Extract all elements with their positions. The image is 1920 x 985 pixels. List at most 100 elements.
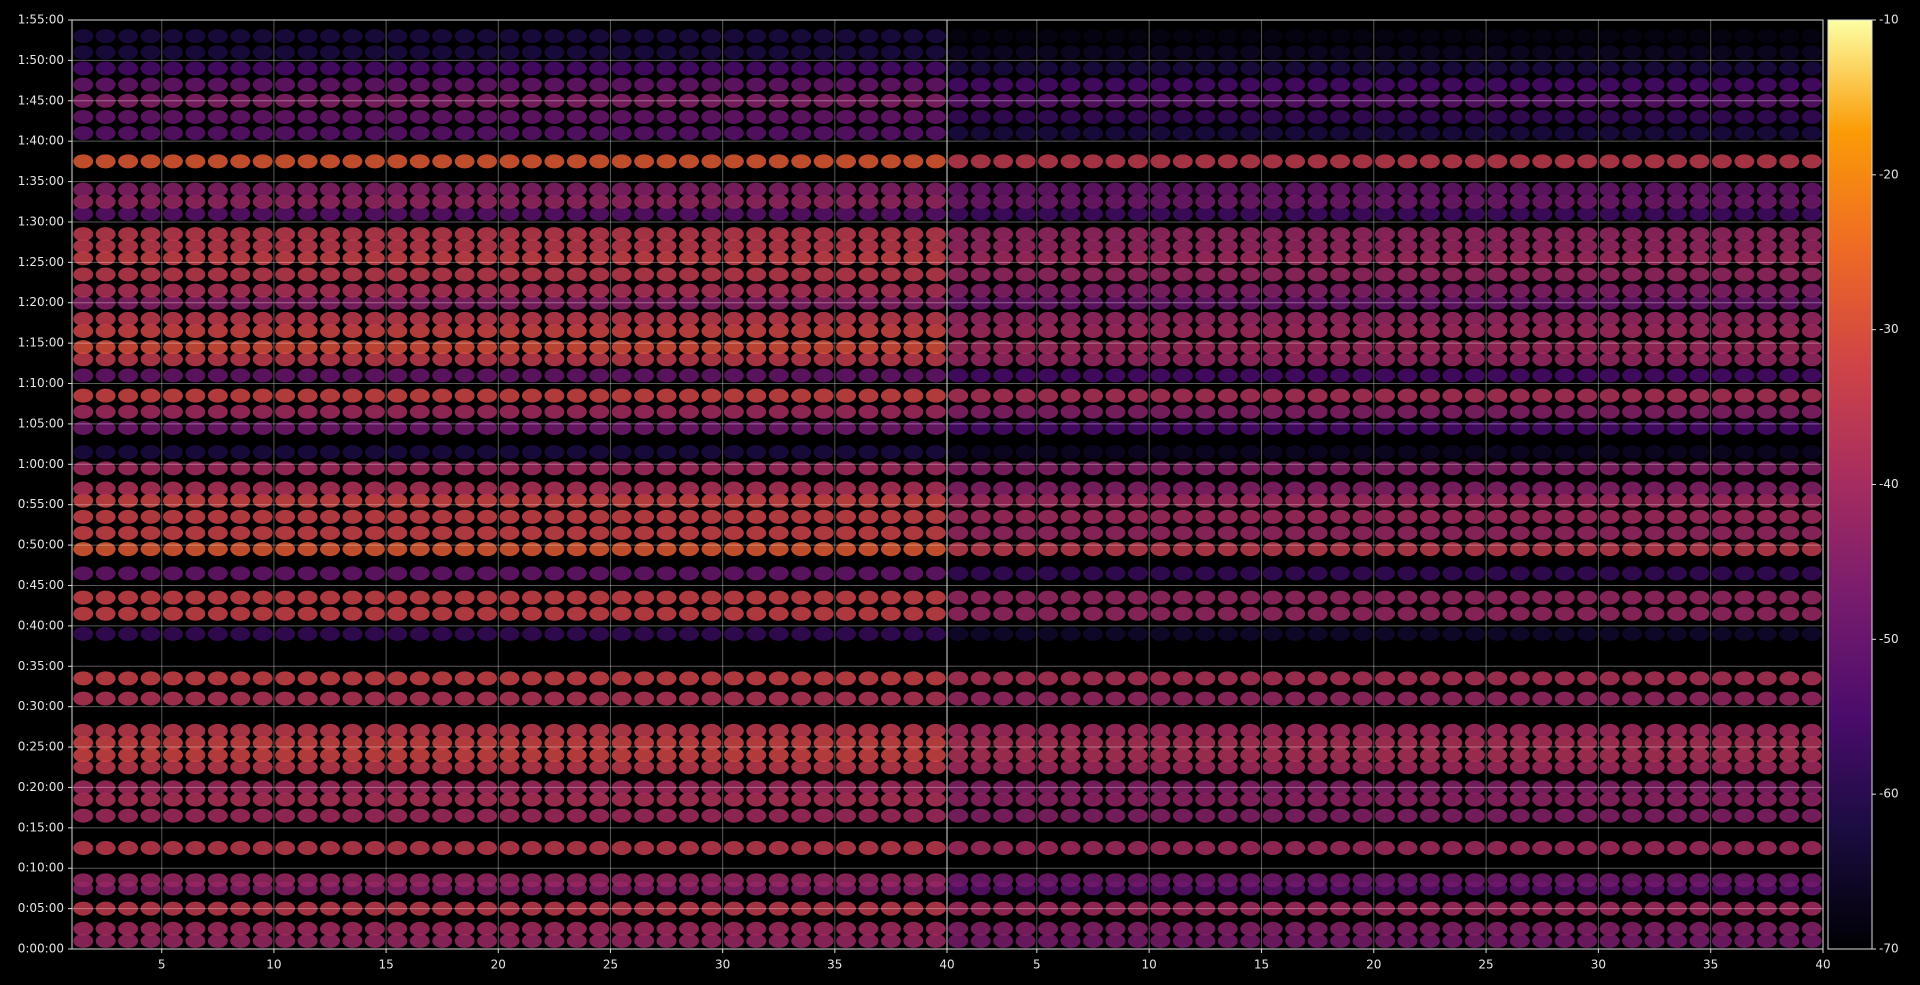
- cell: [1262, 295, 1283, 310]
- cell: [162, 566, 183, 581]
- cell: [1217, 461, 1238, 476]
- cell: [1105, 388, 1126, 403]
- cell: [1464, 933, 1485, 948]
- cell: [1105, 780, 1126, 795]
- cell: [1172, 873, 1193, 888]
- cell: [611, 691, 632, 706]
- cell: [499, 61, 520, 76]
- cell: [1442, 45, 1463, 60]
- cell: [1083, 227, 1103, 242]
- cell: [566, 388, 587, 403]
- cell: [1083, 368, 1103, 383]
- cell: [1577, 493, 1598, 508]
- cell: [1375, 792, 1395, 807]
- cell: [1487, 606, 1508, 621]
- cell: [1262, 873, 1283, 888]
- cell: [73, 481, 94, 496]
- cell: [1397, 311, 1418, 326]
- cell: [432, 227, 453, 242]
- cell: [611, 61, 632, 76]
- cell: [1779, 404, 1800, 419]
- cell: [409, 45, 430, 60]
- cell: [656, 748, 677, 763]
- cell: [723, 509, 744, 524]
- cell: [1734, 780, 1755, 795]
- cell: [1240, 873, 1261, 888]
- cell: [1060, 921, 1081, 936]
- cell: [1285, 324, 1306, 339]
- cell: [746, 566, 767, 581]
- cell: [880, 368, 901, 383]
- cell: [813, 227, 834, 242]
- cell: [1195, 481, 1216, 496]
- cell: [1172, 933, 1193, 948]
- cell: [432, 206, 453, 221]
- cell: [791, 736, 812, 751]
- cell: [656, 792, 677, 807]
- cell: [1779, 340, 1800, 355]
- cell: [1779, 61, 1800, 76]
- cell: [701, 251, 722, 266]
- cell: [1689, 841, 1710, 856]
- cell: [948, 481, 969, 496]
- cell: [1644, 206, 1665, 221]
- cell: [589, 404, 610, 419]
- cell: [1756, 324, 1777, 339]
- cell: [1442, 525, 1463, 540]
- cell: [1195, 626, 1216, 641]
- cell: [1599, 723, 1620, 738]
- cell: [118, 780, 139, 795]
- cell: [1262, 525, 1283, 540]
- y-tick-label: 1:40:00: [18, 134, 64, 148]
- cell: [948, 901, 969, 916]
- cell: [858, 445, 879, 460]
- cell: [1756, 493, 1777, 508]
- cell: [1756, 388, 1777, 403]
- cell: [275, 493, 296, 508]
- cell: [1419, 194, 1440, 209]
- cell: [1375, 61, 1395, 76]
- cell: [73, 691, 94, 706]
- cell: [723, 841, 744, 856]
- cell: [1487, 780, 1508, 795]
- cell: [1532, 420, 1553, 435]
- cell: [970, 542, 991, 557]
- cell: [1509, 901, 1530, 916]
- cell: [1487, 626, 1508, 641]
- cell: [1352, 77, 1373, 92]
- cell: [521, 566, 542, 581]
- cell: [1599, 493, 1620, 508]
- cell: [499, 933, 520, 948]
- cell: [813, 808, 834, 823]
- cell: [297, 481, 318, 496]
- cell: [813, 901, 834, 916]
- cell: [387, 352, 408, 367]
- cell: [297, 461, 318, 476]
- cell: [275, 206, 296, 221]
- cell: [207, 525, 228, 540]
- cell: [836, 760, 857, 775]
- cell: [948, 445, 969, 460]
- cell: [1487, 933, 1508, 948]
- cell: [1217, 723, 1238, 738]
- cell: [409, 324, 430, 339]
- cell: [1554, 283, 1575, 298]
- cell: [454, 420, 475, 435]
- cell: [970, 509, 991, 524]
- cell: [566, 340, 587, 355]
- cell: [1352, 324, 1373, 339]
- cell: [1622, 566, 1643, 581]
- cell: [1397, 691, 1418, 706]
- cell: [1442, 251, 1463, 266]
- cell: [903, 626, 924, 641]
- cell: [1285, 29, 1306, 44]
- cell: [1285, 748, 1306, 763]
- cell: [230, 267, 251, 282]
- cell: [1217, 206, 1238, 221]
- cell: [1734, 61, 1755, 76]
- cell: [1397, 283, 1418, 298]
- cell: [1330, 566, 1351, 581]
- cell: [1105, 267, 1126, 282]
- cell: [1307, 227, 1328, 242]
- cell: [858, 566, 879, 581]
